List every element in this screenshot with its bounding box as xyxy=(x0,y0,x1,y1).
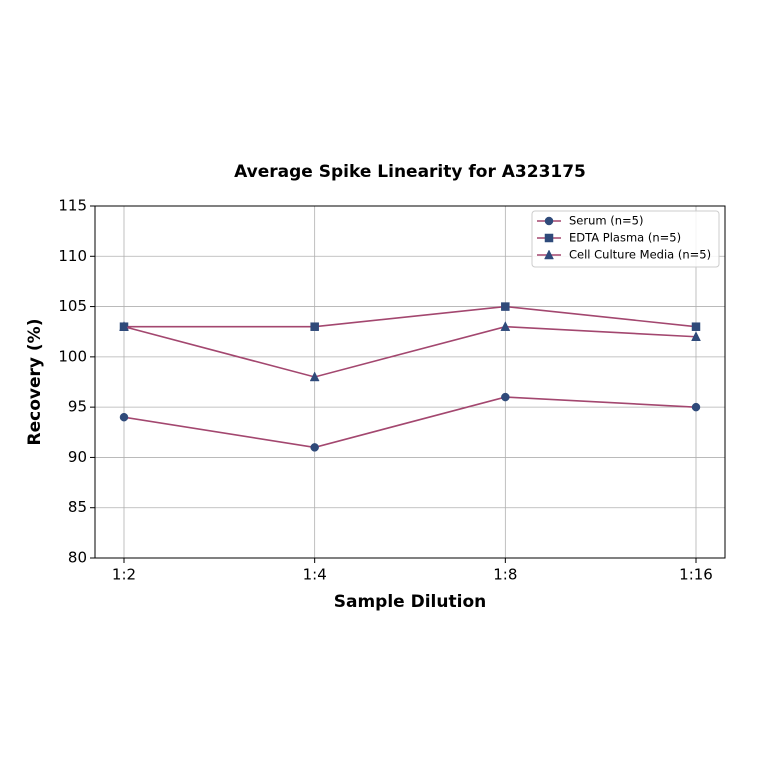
data-point xyxy=(691,402,701,412)
plot-frame xyxy=(94,205,726,559)
x-tick-label: 1:4 xyxy=(303,566,327,584)
data-point xyxy=(500,321,511,331)
legend-label: EDTA Plasma (n=5) xyxy=(569,231,681,245)
y-tick-label: 105 xyxy=(58,297,87,315)
y-tick-label: 110 xyxy=(58,247,87,265)
series-line xyxy=(123,396,697,449)
data-point xyxy=(501,392,510,402)
data-point xyxy=(309,371,320,382)
x-tick-label: 1:16 xyxy=(679,566,713,584)
legend-marker xyxy=(544,249,554,260)
data-point xyxy=(310,443,319,452)
x-axis-label: Sample Dilution xyxy=(334,592,486,612)
y-tick-label: 80 xyxy=(68,549,87,567)
x-tick-label: 1:2 xyxy=(112,566,136,584)
legend-marker xyxy=(544,216,554,226)
data-point xyxy=(310,322,319,331)
y-tick-label: 85 xyxy=(68,498,87,516)
y-tick-label: 115 xyxy=(58,197,87,215)
x-tick-label: 1:8 xyxy=(493,566,517,584)
y-tick-label: 95 xyxy=(68,398,87,416)
data-point xyxy=(691,322,701,331)
data-point xyxy=(119,321,129,331)
data-point xyxy=(691,331,701,341)
legend-label: Serum (n=5) xyxy=(569,214,643,228)
legend-label: Cell Culture Media (n=5) xyxy=(569,248,711,262)
series-line xyxy=(124,305,697,328)
series-line xyxy=(123,325,697,378)
chart-title: Average Spike Linearity for A323175 xyxy=(234,162,586,182)
y-tick-label: 90 xyxy=(68,448,87,466)
data-point xyxy=(501,302,510,311)
y-tick-label: 100 xyxy=(58,347,87,365)
legend-marker xyxy=(544,233,554,243)
legend-box xyxy=(531,210,720,268)
data-point xyxy=(119,412,129,422)
y-axis-label: Recovery (%) xyxy=(25,319,45,446)
